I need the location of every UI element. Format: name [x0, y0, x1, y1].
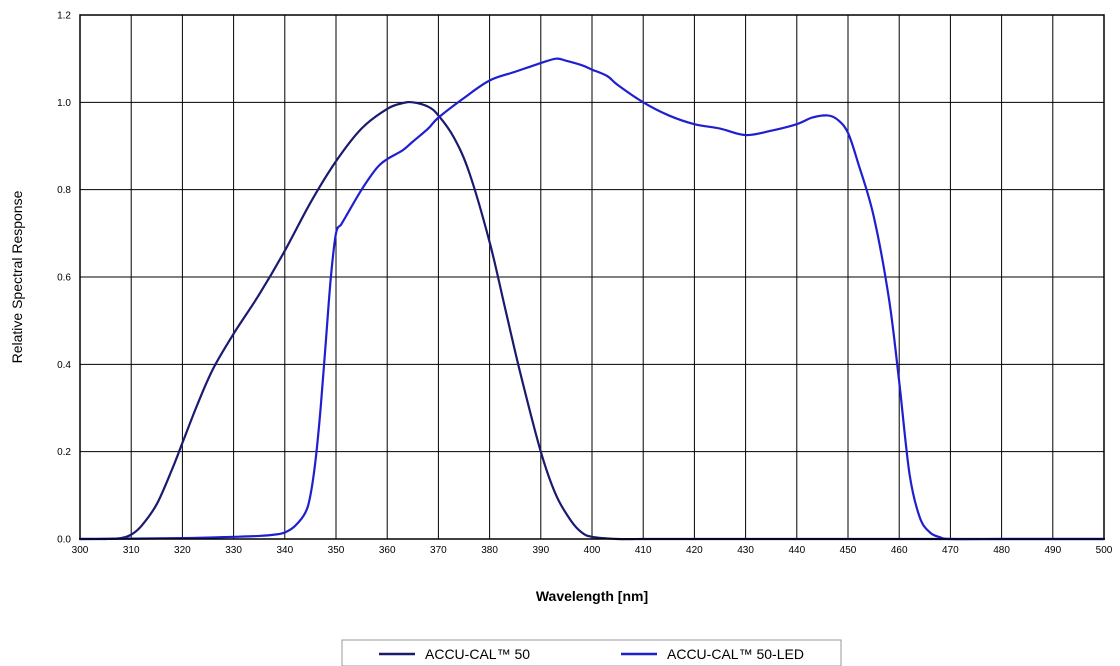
x-tick-label: 410 — [635, 545, 652, 556]
y-tick-label: 0.4 — [57, 360, 71, 371]
tick-label-layer: 300 310 320 330 340 350 360 370 380 390 400 410 420 4… — [57, 11, 1113, 557]
x-tick-label: 470 — [942, 545, 959, 556]
x-tick-label: 300 — [72, 545, 89, 556]
x-tick-label: 330 — [225, 545, 242, 556]
x-tick-label: 430 — [737, 545, 754, 556]
x-tick-label: 350 — [328, 545, 345, 556]
x-tick-label: 490 — [1044, 545, 1061, 556]
x-tick-label: 440 — [788, 545, 805, 556]
x-tick-label: 400 — [584, 545, 601, 556]
y-tick-label: 1.2 — [57, 11, 71, 22]
grid-layer — [79, 14, 1105, 540]
y-tick-label: 1.0 — [57, 98, 71, 109]
plot-frame — [79, 14, 1105, 540]
x-tick-label: 310 — [123, 545, 140, 556]
x-tick-label: 320 — [174, 545, 191, 556]
y-tick-label: 0.6 — [57, 273, 71, 284]
legend-label-2: ACCU-CAL™ 50-LED — [667, 646, 804, 662]
x-tick-label: 360 — [379, 545, 396, 556]
legend-label-1: ACCU-CAL™ 50 — [425, 646, 530, 662]
x-axis-title: Wavelength [nm] — [536, 588, 648, 604]
legend: ACCU-CAL™ 50 ACCU-CAL™ 50-LED — [341, 639, 842, 666]
y-axis-title: Relative Spectral Response — [9, 190, 25, 363]
series-line-2 — [78, 57, 1106, 541]
y-tick-label: 0.2 — [57, 447, 71, 458]
x-tick-label: 380 — [481, 545, 498, 556]
x-tick-label: 450 — [840, 545, 857, 556]
legend-items: ACCU-CAL™ 50 ACCU-CAL™ 50-LED — [379, 646, 804, 662]
x-tick-label: 420 — [686, 545, 703, 556]
x-tick-label: 390 — [532, 545, 549, 556]
x-tick-label: 460 — [891, 545, 908, 556]
y-tick-label: 0.8 — [57, 185, 71, 196]
legend-box — [341, 639, 842, 666]
x-tick-label: 480 — [993, 545, 1010, 556]
x-tick-label: 370 — [430, 545, 447, 556]
x-tick-label: 340 — [276, 545, 293, 556]
y-tick-label: 0.0 — [57, 535, 71, 546]
x-tick-label: 500 — [1096, 545, 1113, 556]
